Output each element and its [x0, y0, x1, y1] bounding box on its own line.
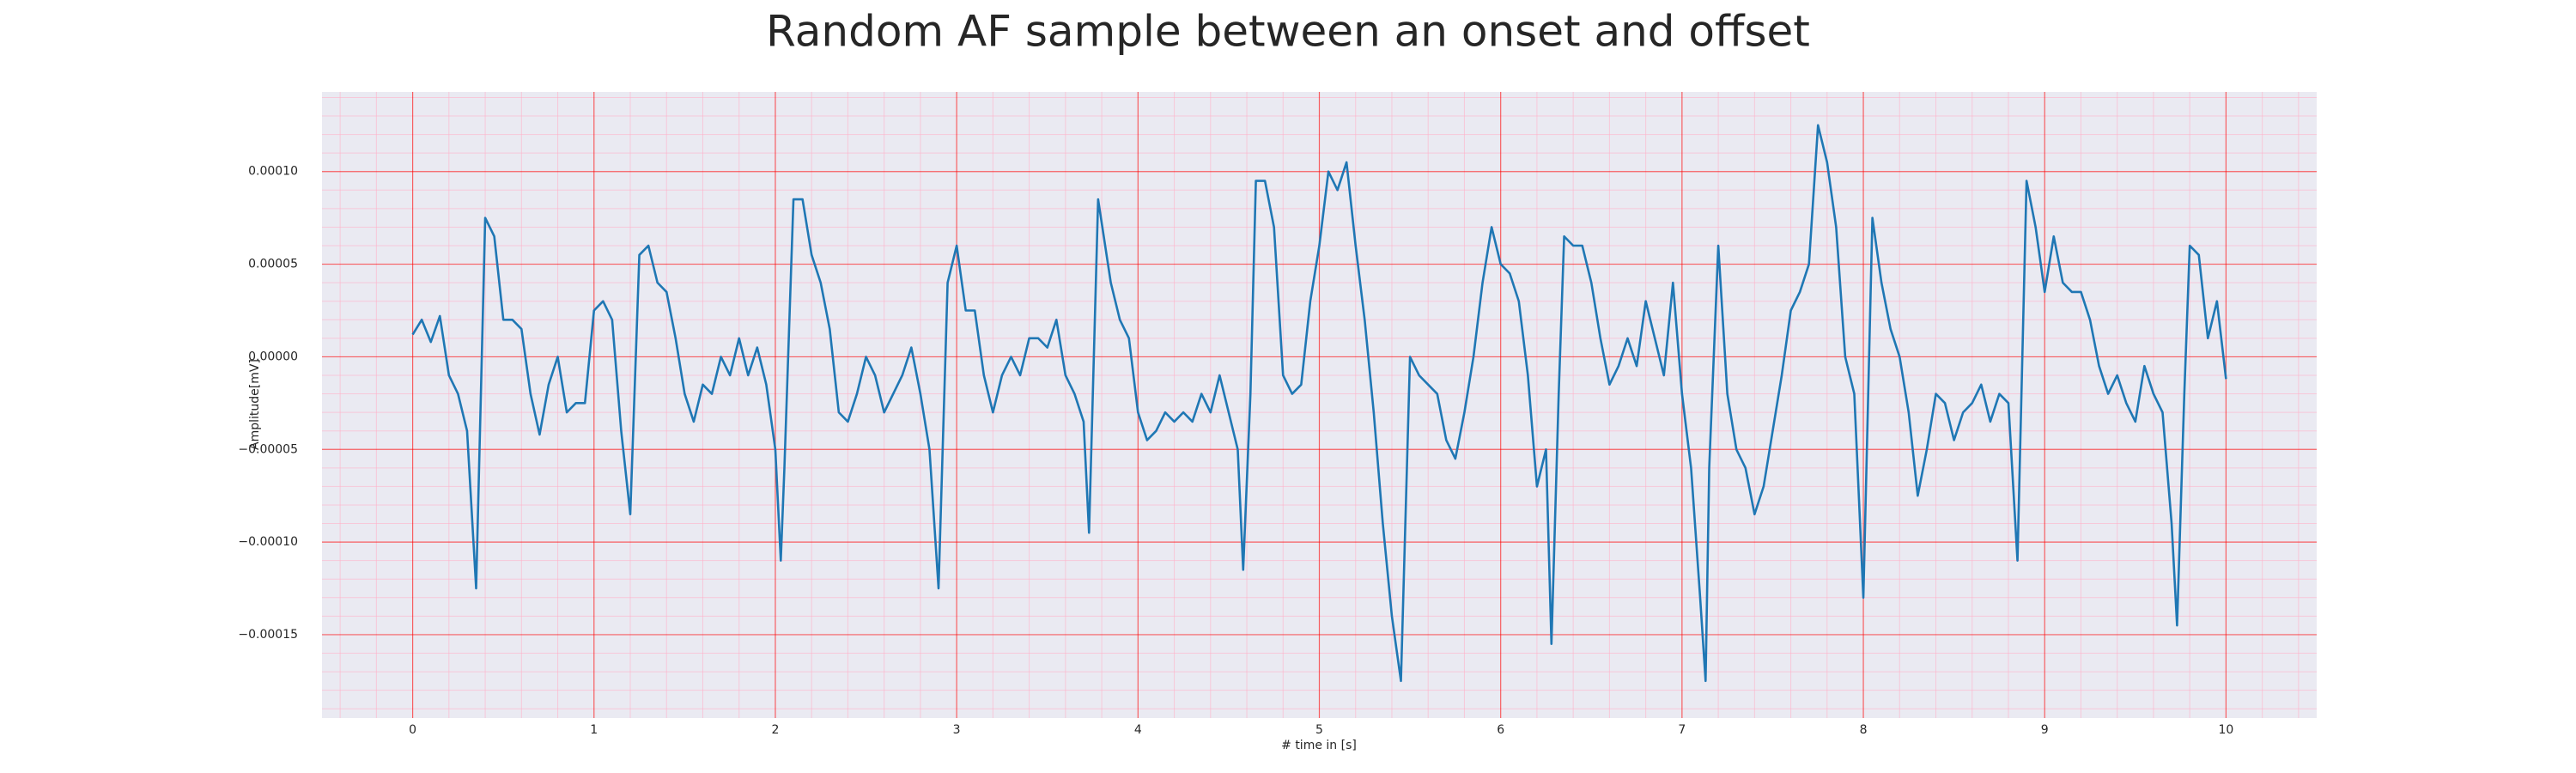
y-tick-label: 0.00005: [248, 258, 298, 271]
x-axis-label: # time in [s]: [1281, 739, 1357, 752]
y-tick-label: 0.00000: [248, 350, 298, 363]
y-axis-label: Amplitude[mV]: [248, 359, 262, 450]
x-tick-label: 0: [409, 723, 416, 737]
x-tick-label: 4: [1134, 723, 1142, 737]
y-tick-label: 0.00010: [248, 165, 298, 179]
x-tick-label: 3: [953, 723, 961, 737]
x-tick-label: 5: [1315, 723, 1323, 737]
y-tick-label: −0.00005: [238, 442, 298, 456]
x-tick-label: 9: [2041, 723, 2049, 737]
y-tick-label: −0.00010: [238, 535, 298, 549]
x-tick-label: 1: [590, 723, 598, 737]
x-tick-label: 7: [1678, 723, 1686, 737]
y-tick-label: −0.00015: [238, 628, 298, 642]
x-tick-label: 6: [1497, 723, 1504, 737]
x-tick-label: 10: [2218, 723, 2233, 737]
signal-line: [411, 124, 2227, 683]
x-tick-label: 8: [1860, 723, 1868, 737]
chart-title: Random AF sample between an onset and of…: [766, 7, 1810, 57]
x-tick-label: 2: [771, 723, 779, 737]
